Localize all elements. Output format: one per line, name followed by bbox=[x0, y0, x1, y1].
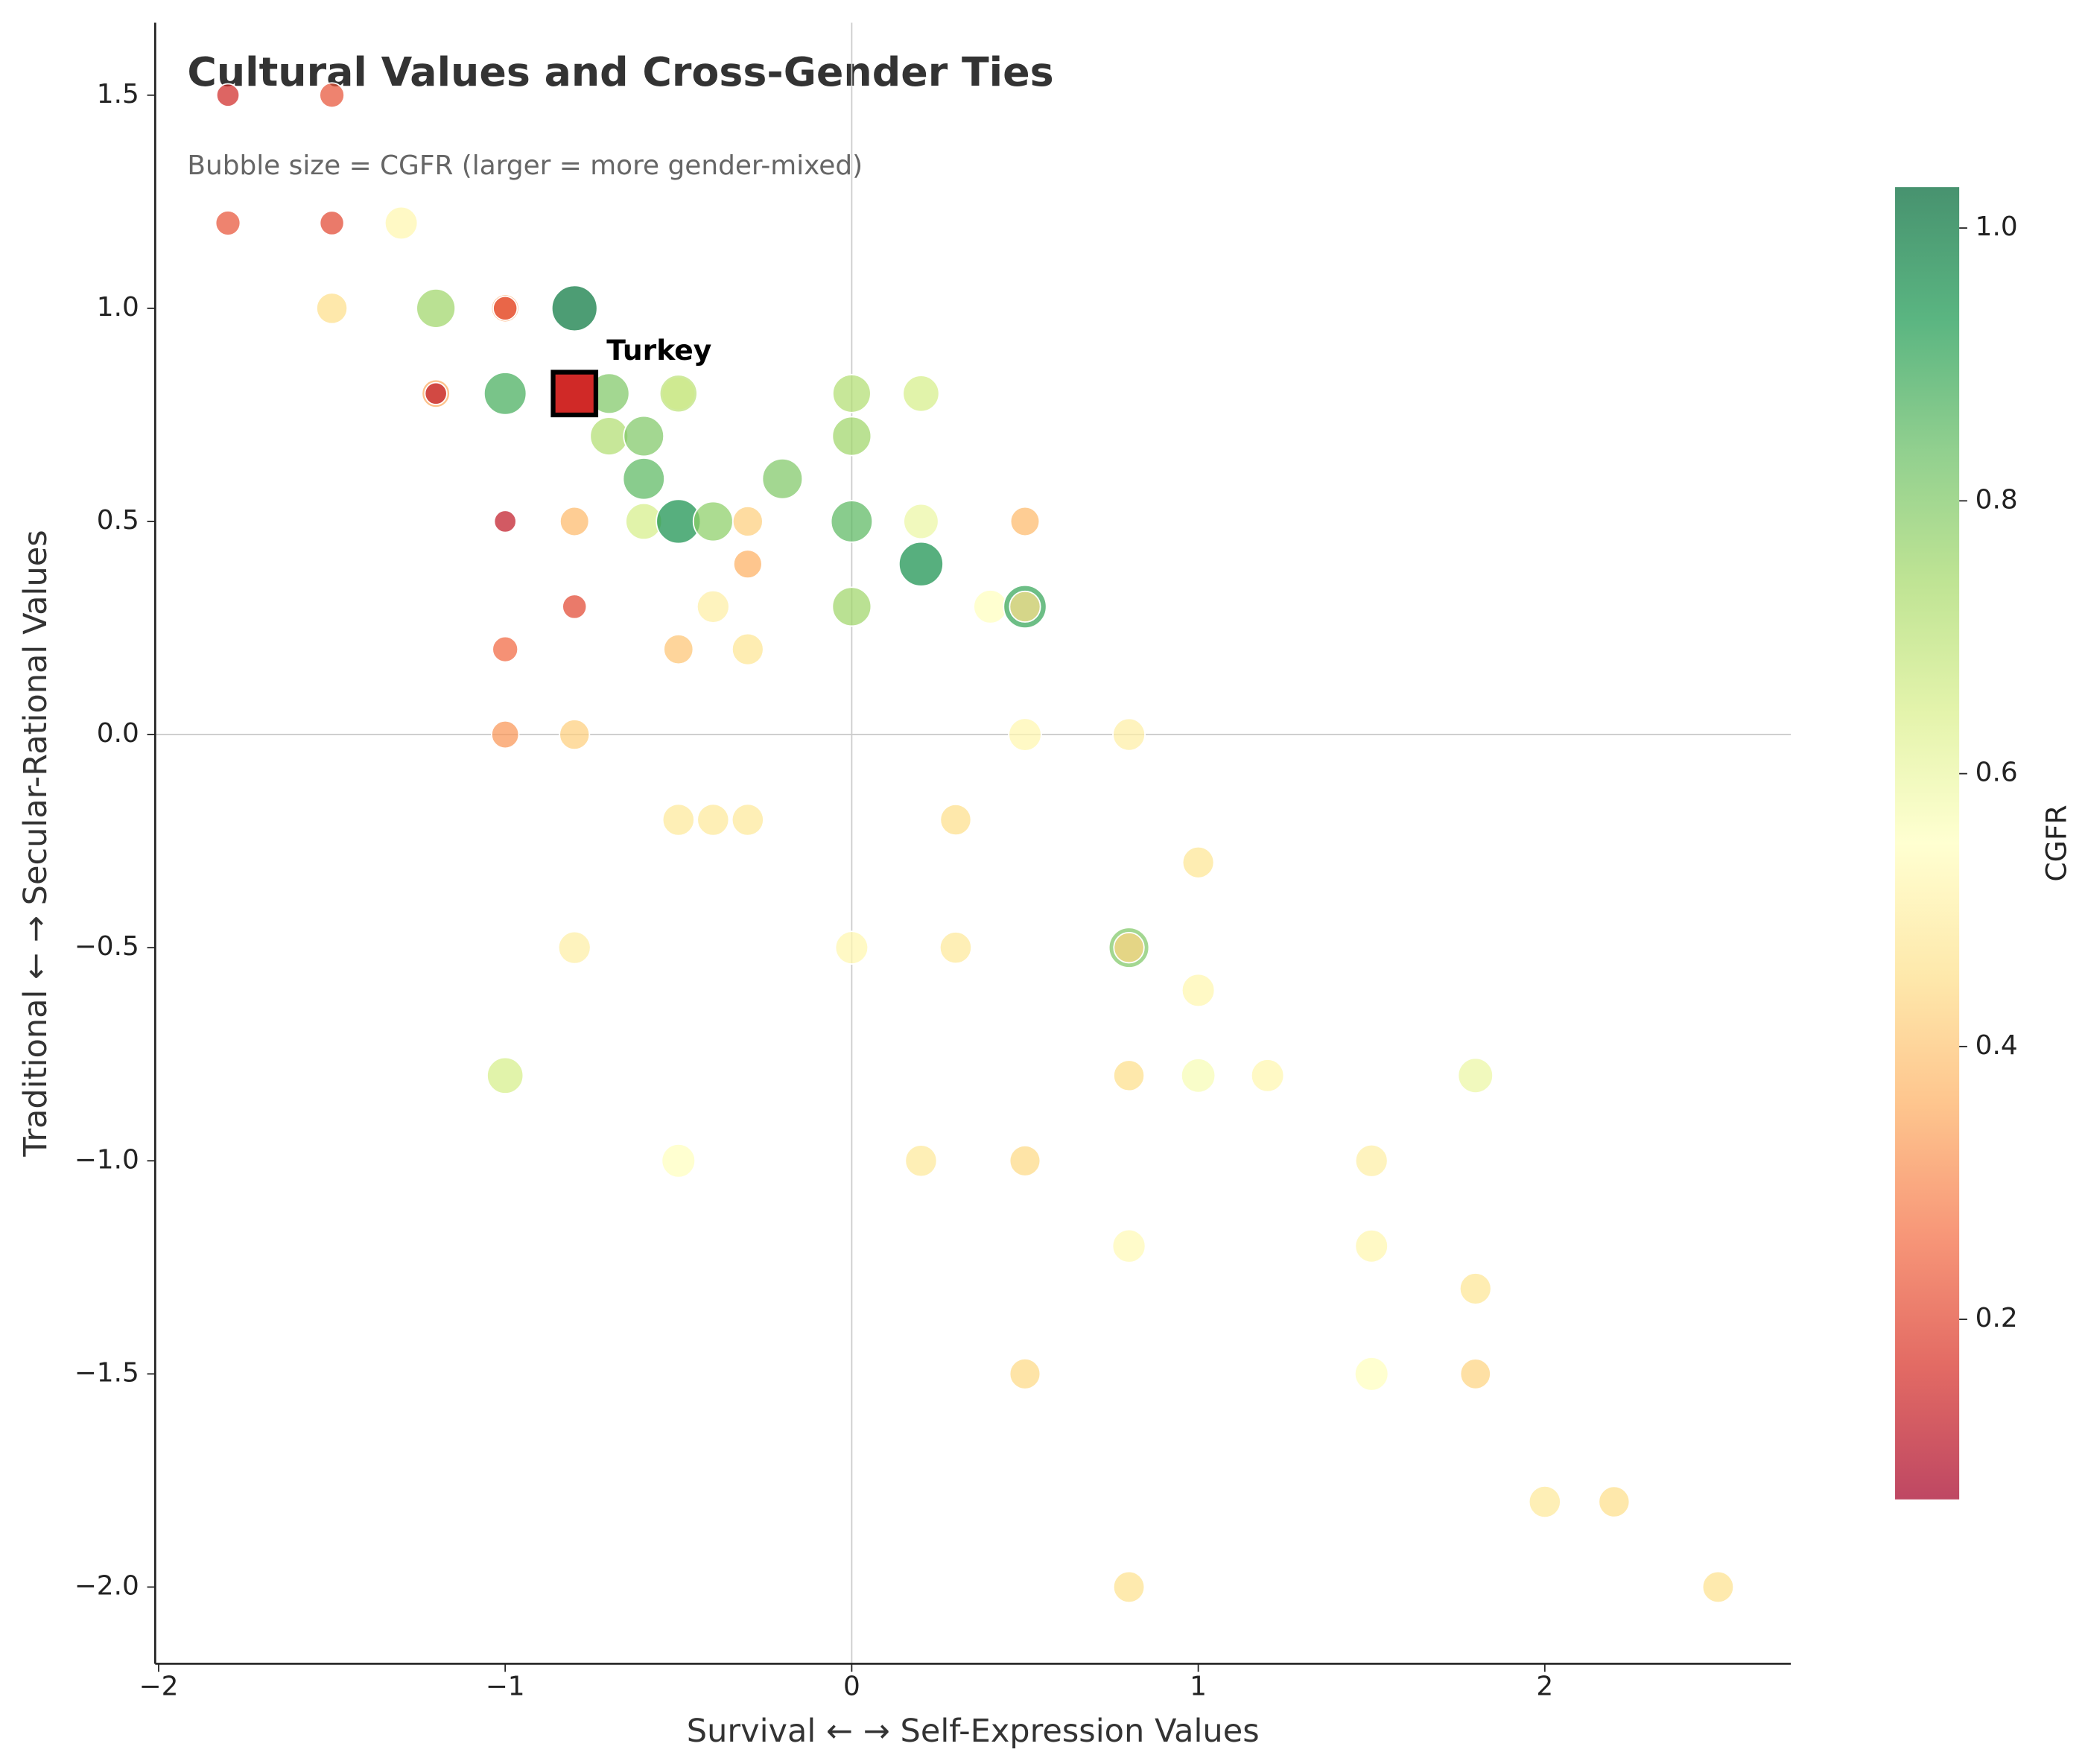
bubble bbox=[1113, 931, 1145, 964]
bubble bbox=[215, 83, 241, 107]
y-tick-label: 1.0 bbox=[97, 292, 139, 323]
bubble bbox=[939, 931, 973, 965]
bubble bbox=[661, 803, 695, 837]
x-tick-label: 1 bbox=[1190, 1672, 1207, 1702]
bubble bbox=[1181, 845, 1215, 879]
bubble bbox=[319, 210, 345, 236]
highlight-label: Turkey bbox=[606, 334, 711, 367]
colorbar-label: CGFR bbox=[2040, 805, 2072, 881]
bubble bbox=[1457, 1057, 1494, 1094]
bubble bbox=[832, 373, 872, 413]
y-tick-label: −1.5 bbox=[74, 1357, 139, 1388]
bubble bbox=[1459, 1358, 1491, 1390]
bubble bbox=[834, 930, 869, 965]
bubble bbox=[1250, 1059, 1285, 1093]
bubble bbox=[1459, 1272, 1492, 1305]
bubble bbox=[1181, 973, 1216, 1008]
bubble bbox=[663, 633, 694, 665]
y-tick-label: −0.5 bbox=[74, 931, 139, 962]
bubble bbox=[761, 457, 804, 500]
bubble bbox=[904, 1144, 938, 1178]
bubble bbox=[486, 1056, 524, 1094]
bubble bbox=[1113, 1059, 1146, 1092]
bubble bbox=[1701, 1570, 1735, 1604]
bubble bbox=[559, 506, 590, 537]
bubble bbox=[732, 549, 763, 580]
bubble bbox=[622, 457, 665, 501]
bubble bbox=[731, 632, 764, 666]
y-tick-label: 0.5 bbox=[97, 505, 139, 536]
bubble bbox=[692, 501, 734, 542]
bubble bbox=[696, 589, 730, 624]
bubble bbox=[623, 415, 665, 457]
bubble bbox=[319, 82, 345, 109]
x-tick-label: −2 bbox=[139, 1672, 179, 1702]
bubble bbox=[731, 803, 764, 837]
bubble bbox=[1598, 1485, 1631, 1518]
bubble bbox=[316, 292, 349, 325]
bubble bbox=[903, 503, 939, 540]
bubble bbox=[898, 541, 944, 587]
x-axis-label: Survival ← → Self-Expression Values bbox=[687, 1713, 1260, 1750]
y-tick-label: 1.5 bbox=[97, 79, 139, 110]
bubble bbox=[384, 206, 419, 241]
bubble bbox=[562, 594, 588, 620]
chart-title: Cultural Values and Cross-Gender Ties bbox=[187, 48, 1053, 95]
bubble bbox=[215, 210, 241, 236]
y-tick-label: −2.0 bbox=[74, 1570, 139, 1601]
bubble bbox=[550, 285, 598, 332]
y-tick-label: −1.0 bbox=[74, 1144, 139, 1175]
bubble bbox=[1111, 1228, 1146, 1263]
bubble bbox=[416, 288, 457, 329]
bubble bbox=[1009, 1144, 1041, 1177]
bubble bbox=[492, 635, 519, 663]
bubble bbox=[559, 719, 591, 751]
bubble bbox=[831, 586, 872, 627]
bubble bbox=[1354, 1228, 1389, 1263]
bubble bbox=[658, 374, 698, 413]
bubble bbox=[1009, 590, 1041, 623]
bubble bbox=[1008, 717, 1042, 752]
bubble bbox=[661, 1143, 696, 1178]
colorbar-tick-label: 0.8 bbox=[1975, 484, 2018, 515]
bubble bbox=[493, 510, 517, 533]
bubble bbox=[973, 589, 1008, 624]
colorbar-tick-label: 0.6 bbox=[1975, 758, 2018, 788]
bubble bbox=[492, 295, 518, 321]
bubble bbox=[1354, 1143, 1389, 1178]
bubble bbox=[902, 375, 940, 413]
bubble bbox=[1009, 506, 1041, 537]
bubble bbox=[732, 505, 764, 537]
bubble bbox=[1009, 1358, 1041, 1390]
bubble bbox=[490, 720, 520, 749]
bubble bbox=[939, 803, 972, 837]
bubble bbox=[589, 416, 629, 456]
x-tick-label: 0 bbox=[843, 1672, 860, 1702]
colorbar bbox=[1895, 187, 1960, 1500]
bubble bbox=[1353, 1357, 1389, 1392]
bubble bbox=[424, 381, 448, 405]
bubble bbox=[483, 372, 527, 416]
bubble bbox=[696, 803, 730, 837]
y-tick-label: 0.0 bbox=[97, 718, 139, 749]
bubble bbox=[1180, 1058, 1216, 1094]
bubble bbox=[1528, 1485, 1561, 1519]
x-tick-label: 2 bbox=[1536, 1672, 1553, 1702]
y-axis-label: Traditional ← → Secular-Rational Values bbox=[17, 530, 54, 1157]
colorbar-tick-label: 0.2 bbox=[1975, 1303, 2018, 1333]
highlight-marker bbox=[550, 369, 599, 418]
colorbar-tick-label: 1.0 bbox=[1975, 212, 2018, 242]
bubble bbox=[1112, 1570, 1146, 1604]
bubble bbox=[1112, 717, 1146, 752]
chart-subtitle: Bubble size = CGFR (larger = more gender… bbox=[187, 150, 863, 181]
x-tick-label: −1 bbox=[486, 1672, 525, 1702]
bubble bbox=[830, 500, 874, 543]
bubble bbox=[557, 930, 591, 965]
colorbar-tick-label: 0.4 bbox=[1975, 1030, 2018, 1061]
bubble bbox=[831, 416, 872, 457]
